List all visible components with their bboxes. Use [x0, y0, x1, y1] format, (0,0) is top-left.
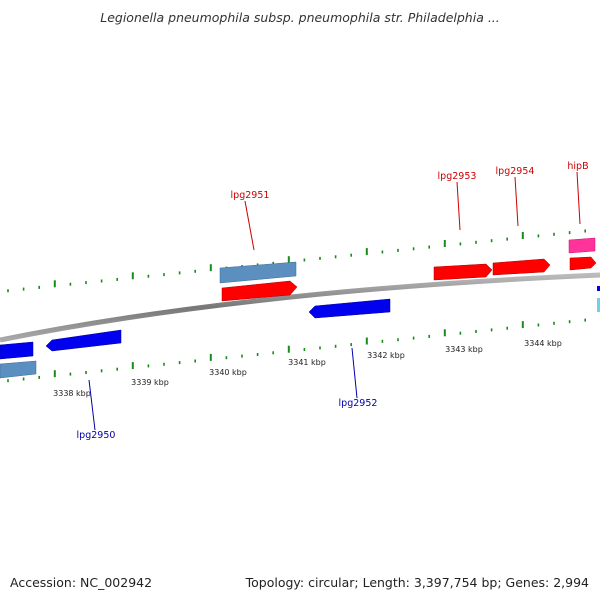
scale-label-3339: 3339 kbp [131, 378, 169, 387]
gene-lpg2954[interactable] [492, 258, 551, 276]
gene-label-lpg2951[interactable]: lpg2951 [231, 190, 270, 201]
gene-block-lpg2951-pseudo[interactable] [219, 261, 297, 284]
gene-label-hipB[interactable]: hipB [567, 161, 588, 172]
gene-lpg2953[interactable] [433, 263, 493, 281]
leader-lpg2953 [456, 181, 461, 231]
leader-lpg2950 [88, 379, 96, 431]
gene-fragment-right-cyan [597, 298, 600, 312]
gene-lpg2951[interactable] [221, 280, 298, 302]
scale-label-3344: 3344 kbp [524, 339, 562, 348]
map-title: Legionella pneumophila subsp. pneumophil… [100, 10, 500, 25]
gene-lpg2952[interactable] [308, 298, 391, 319]
gene-fragment-right [597, 286, 600, 291]
accession-text: Accession: NC_002942 [10, 575, 153, 590]
leader-lpg2951 [244, 200, 255, 251]
scale-label-3343: 3343 kbp [445, 345, 483, 354]
gene-block-left-pseudo[interactable] [0, 360, 37, 379]
scale-label-3341: 3341 kbp [288, 358, 326, 367]
gene-label-lpg2952[interactable]: lpg2952 [339, 398, 378, 409]
leader-lpg2954 [514, 176, 519, 227]
topology-summary: Topology: circular; Length: 3,397,754 bp… [245, 575, 589, 590]
outer-tick-track [7, 229, 587, 293]
gene-hipB[interactable] [569, 256, 597, 271]
gene-label-lpg2954[interactable]: lpg2954 [496, 166, 535, 177]
leader-lpg2952 [351, 347, 358, 399]
gene-hipB-highlight[interactable] [568, 237, 596, 254]
gene-label-lpg2953[interactable]: lpg2953 [438, 171, 477, 182]
gene-lpg2950[interactable] [45, 329, 122, 352]
genome-backbone [0, 272, 600, 343]
scale-label-3340: 3340 kbp [209, 368, 247, 377]
gene-left-reverse[interactable] [0, 341, 34, 360]
scale-label-3342: 3342 kbp [367, 351, 405, 360]
scale-label-3338: 3338 kbp [53, 389, 91, 398]
gene-label-lpg2950[interactable]: lpg2950 [77, 430, 116, 441]
inner-tick-track [7, 318, 587, 383]
leader-hipB [576, 171, 581, 225]
